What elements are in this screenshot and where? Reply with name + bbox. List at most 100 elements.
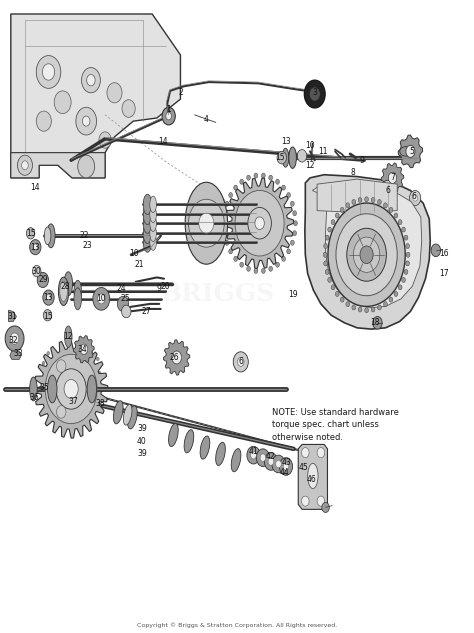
Ellipse shape [64, 272, 73, 296]
Circle shape [223, 211, 227, 216]
Text: 9: 9 [359, 156, 365, 165]
Text: 43: 43 [282, 458, 292, 467]
Ellipse shape [87, 375, 97, 403]
Circle shape [264, 453, 277, 470]
Circle shape [42, 376, 45, 380]
Circle shape [324, 261, 328, 266]
Circle shape [86, 383, 96, 395]
Ellipse shape [143, 204, 152, 225]
Circle shape [222, 221, 226, 226]
Circle shape [80, 356, 83, 360]
Text: 24: 24 [117, 284, 127, 292]
Circle shape [340, 297, 344, 302]
Text: 13: 13 [281, 137, 291, 146]
Ellipse shape [184, 430, 194, 453]
Circle shape [406, 244, 410, 249]
Circle shape [377, 199, 381, 204]
Circle shape [389, 297, 393, 302]
Ellipse shape [200, 436, 210, 459]
Text: 31: 31 [7, 312, 17, 321]
Circle shape [80, 344, 88, 354]
Circle shape [352, 305, 356, 310]
Circle shape [166, 112, 172, 120]
Circle shape [254, 268, 258, 273]
Text: 38: 38 [96, 399, 105, 408]
Circle shape [310, 88, 319, 101]
Circle shape [262, 268, 265, 273]
Circle shape [246, 175, 250, 180]
Circle shape [317, 496, 325, 506]
Text: 20: 20 [161, 282, 170, 291]
Ellipse shape [128, 406, 137, 429]
Circle shape [384, 186, 391, 195]
Circle shape [37, 272, 48, 287]
Circle shape [10, 333, 19, 344]
Circle shape [56, 406, 66, 418]
Polygon shape [317, 179, 397, 213]
Text: 6: 6 [385, 186, 390, 195]
Circle shape [80, 344, 88, 354]
Ellipse shape [150, 234, 156, 250]
Text: 25: 25 [120, 294, 130, 303]
Text: 23: 23 [82, 241, 92, 251]
Ellipse shape [289, 147, 296, 168]
Text: 19: 19 [288, 290, 297, 299]
Circle shape [371, 197, 375, 203]
Circle shape [317, 448, 325, 458]
Circle shape [262, 173, 265, 178]
Ellipse shape [58, 277, 69, 306]
Circle shape [276, 262, 279, 267]
Text: Copyright © Briggs & Stratton Corporation. All Rights reserved.: Copyright © Briggs & Stratton Corporatio… [137, 623, 337, 629]
Circle shape [401, 277, 405, 282]
Text: 5: 5 [409, 147, 414, 156]
Circle shape [199, 213, 214, 234]
Text: 40: 40 [137, 437, 146, 446]
Ellipse shape [46, 224, 55, 248]
Circle shape [47, 351, 50, 355]
Circle shape [336, 291, 339, 296]
Circle shape [235, 191, 284, 256]
Circle shape [5, 326, 24, 351]
Circle shape [346, 302, 350, 306]
Circle shape [57, 371, 85, 407]
Polygon shape [381, 163, 404, 193]
Circle shape [269, 266, 273, 272]
Circle shape [394, 213, 398, 218]
Circle shape [413, 195, 418, 201]
Circle shape [255, 217, 264, 230]
Ellipse shape [150, 206, 156, 223]
Ellipse shape [30, 377, 37, 401]
Ellipse shape [143, 213, 152, 234]
Text: 15: 15 [275, 153, 285, 162]
Text: 2: 2 [178, 88, 183, 97]
Text: 33: 33 [13, 349, 23, 358]
Text: NOTE: Use standard hardware
torque spec. chart unless
otherwise noted.: NOTE: Use standard hardware torque spec.… [273, 408, 399, 442]
Ellipse shape [74, 280, 82, 303]
Circle shape [401, 227, 405, 232]
Circle shape [380, 180, 395, 201]
Circle shape [27, 228, 35, 239]
Text: 16: 16 [439, 249, 449, 258]
Text: 39: 39 [137, 449, 146, 458]
Circle shape [36, 56, 61, 89]
Circle shape [283, 463, 289, 470]
Circle shape [398, 220, 402, 225]
Circle shape [36, 111, 51, 131]
Circle shape [346, 203, 350, 208]
Polygon shape [10, 351, 21, 360]
Text: 13: 13 [30, 242, 40, 252]
Circle shape [431, 244, 440, 256]
Circle shape [43, 310, 52, 321]
Ellipse shape [74, 288, 82, 310]
Text: 4: 4 [204, 115, 209, 124]
Text: 26: 26 [170, 353, 180, 362]
Text: 1: 1 [166, 105, 171, 115]
Circle shape [410, 191, 421, 206]
Text: 7: 7 [390, 173, 395, 182]
Polygon shape [164, 340, 190, 375]
Circle shape [276, 179, 279, 184]
Circle shape [268, 458, 274, 465]
Polygon shape [11, 14, 181, 178]
Circle shape [354, 237, 380, 272]
Circle shape [325, 235, 329, 240]
